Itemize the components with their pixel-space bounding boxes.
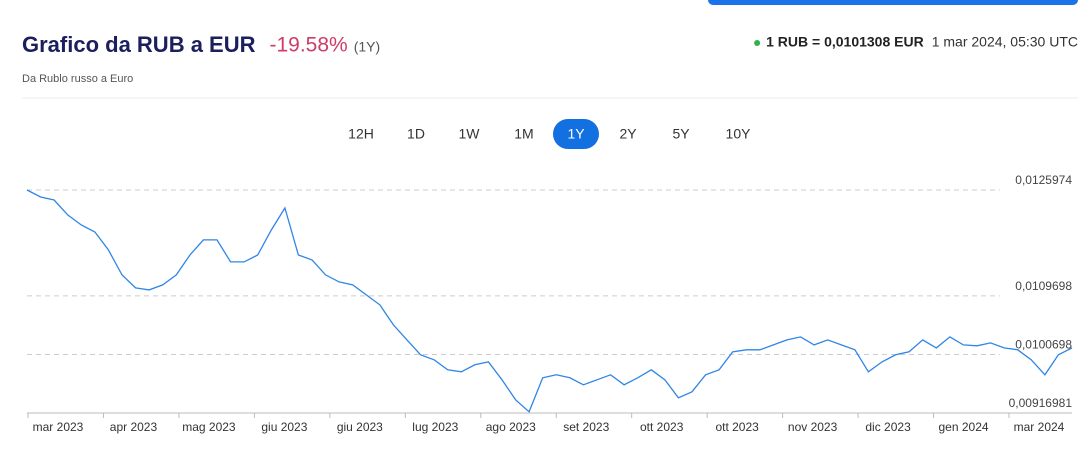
period-label: 1M bbox=[514, 126, 533, 142]
period-button[interactable]: 1D bbox=[407, 126, 425, 142]
x-tick-label: gen 2024 bbox=[939, 420, 989, 434]
y-tick-label: 0,0100698 bbox=[1015, 338, 1072, 352]
period-label: 1Y bbox=[567, 126, 585, 142]
x-tick-label: nov 2023 bbox=[788, 420, 838, 434]
period-button[interactable]: 1W bbox=[459, 126, 481, 142]
period-label: 2Y bbox=[619, 126, 637, 142]
x-tick-label: ott 2023 bbox=[640, 420, 684, 434]
y-tick-label: 0,00916981 bbox=[1009, 396, 1073, 410]
period-selector: 12H 1D 1W 1M 1Y 2Y 5Y 10Y bbox=[348, 119, 751, 149]
active-pill bbox=[553, 119, 599, 149]
period-label: 10Y bbox=[726, 126, 752, 142]
period-button[interactable]: 10Y bbox=[726, 126, 752, 142]
top-button[interactable] bbox=[708, 0, 1078, 5]
chart: 0,00916981 0,0100698 0,0109698 0,0125974 mar… bbox=[26, 173, 1073, 434]
x-tick-label: lug 2023 bbox=[412, 420, 458, 434]
x-tick-label: ott 2023 bbox=[715, 420, 759, 434]
period-label: 1D bbox=[407, 126, 425, 142]
x-tick-label: giu 2023 bbox=[337, 420, 383, 434]
x-tick-label: ago 2023 bbox=[486, 420, 536, 434]
y-tick-label: 0,0109698 bbox=[1015, 279, 1072, 293]
period-button[interactable]: 1M bbox=[514, 126, 533, 142]
rate: 1 RUB = 0,0101308 EUR bbox=[766, 34, 924, 50]
x-tick-label: apr 2023 bbox=[110, 420, 158, 434]
y-tick-label: 0,0125974 bbox=[1015, 173, 1072, 187]
period: (1Y) bbox=[354, 39, 380, 55]
period-button[interactable]: 2Y bbox=[619, 126, 637, 142]
status-dot bbox=[754, 40, 761, 46]
period-label: 1W bbox=[459, 126, 481, 142]
period-label: 12H bbox=[348, 126, 374, 142]
x-tick-label: mag 2023 bbox=[182, 420, 236, 434]
x-tick-label: mar 2023 bbox=[33, 420, 84, 434]
change: -19.58% bbox=[270, 34, 348, 57]
x-tick-label: dic 2023 bbox=[865, 420, 911, 434]
timestamp: 1 mar 2024, 05:30 UTC bbox=[932, 34, 1078, 50]
x-tick-label: mar 2024 bbox=[1014, 420, 1065, 434]
x-tick-label: giu 2023 bbox=[261, 420, 307, 434]
price-line bbox=[26, 189, 1073, 413]
subtitle: Da Rublo russo a Euro bbox=[22, 73, 133, 85]
period-button[interactable]: 1Y bbox=[553, 119, 599, 149]
title: Grafico da RUB a EUR bbox=[22, 32, 256, 57]
period-label: 5Y bbox=[672, 126, 690, 142]
period-button[interactable]: 12H bbox=[348, 126, 374, 142]
period-button[interactable]: 5Y bbox=[672, 126, 690, 142]
x-tick-label: set 2023 bbox=[563, 420, 609, 434]
